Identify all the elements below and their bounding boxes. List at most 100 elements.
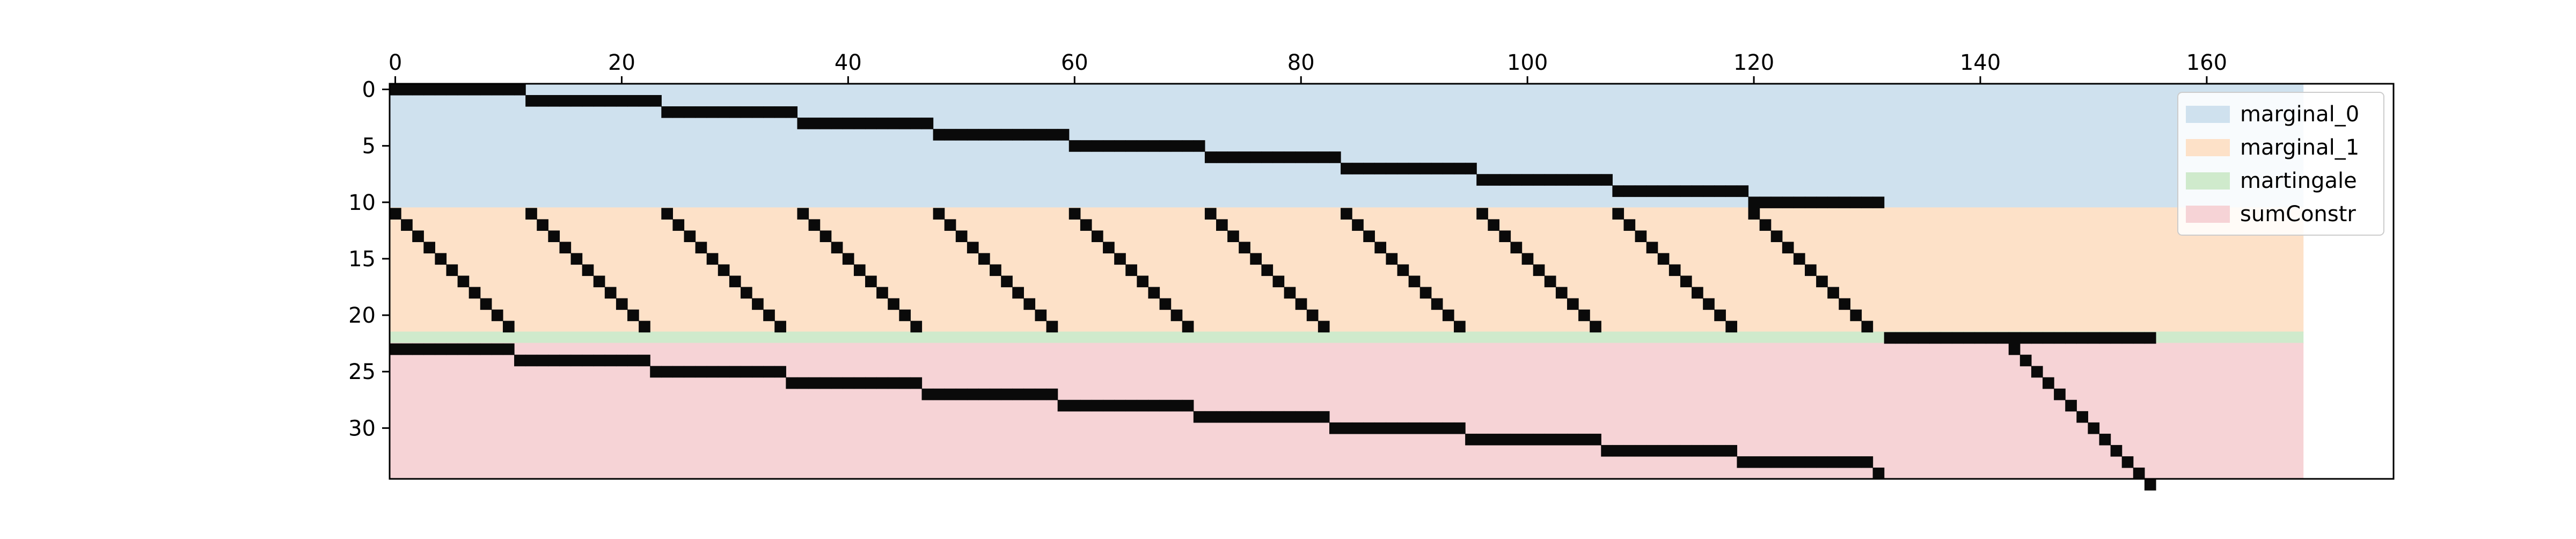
nonzero-cell [831, 377, 843, 389]
legend-swatch [2186, 206, 2230, 223]
nonzero-cell [1997, 332, 2009, 344]
nonzero-cell [684, 106, 696, 118]
nonzero-cell [1419, 422, 1432, 434]
nonzero-cell [435, 343, 447, 355]
nonzero-cell [1872, 467, 1885, 479]
nonzero-cell [537, 354, 548, 367]
nonzero-cell [1544, 433, 1556, 446]
nonzero-cell [446, 343, 458, 355]
nonzero-cell [1657, 185, 1670, 197]
nonzero-cell [559, 242, 572, 254]
nonzero-cell [559, 95, 572, 107]
nonzero-cell [990, 129, 1001, 141]
nonzero-cell [627, 309, 639, 322]
nonzero-cell [1918, 332, 1930, 344]
nonzero-cell [1091, 230, 1103, 242]
nonzero-cell [469, 84, 481, 96]
x-tick-label: 160 [2186, 50, 2227, 75]
nonzero-cell [435, 84, 447, 96]
nonzero-cell [1170, 309, 1183, 322]
nonzero-cell [1692, 185, 1703, 197]
nonzero-cell [1476, 208, 1488, 220]
nonzero-cell [1646, 185, 1658, 197]
nonzero-cell [752, 106, 764, 118]
nonzero-cell [1476, 433, 1488, 446]
nonzero-cell [2008, 343, 2021, 355]
nonzero-cell [604, 95, 617, 107]
nonzero-cell [1374, 242, 1387, 254]
nonzero-cell [1023, 388, 1036, 400]
nonzero-cell [718, 366, 730, 378]
nonzero-cell [491, 309, 503, 322]
y-tick-label: 25 [348, 360, 376, 384]
nonzero-cell [1114, 140, 1126, 152]
x-tick-label: 60 [1061, 50, 1088, 75]
nonzero-cell [401, 84, 413, 96]
legend-label: marginal_1 [2240, 135, 2359, 160]
nonzero-cell [457, 84, 470, 96]
nonzero-cell [1952, 332, 1964, 344]
x-tick-label: 0 [389, 50, 402, 75]
nonzero-cell [1431, 422, 1443, 434]
nonzero-cell [967, 129, 979, 141]
regions-layer [389, 83, 2304, 480]
nonzero-cell [1408, 163, 1421, 174]
nonzero-cell [1080, 219, 1092, 231]
y-tick-label: 15 [348, 247, 376, 272]
nonzero-cell [1182, 321, 1194, 333]
nonzero-cell [582, 264, 594, 276]
nonzero-cell [706, 106, 719, 118]
y-tick-label: 30 [348, 416, 376, 441]
nonzero-cell [1680, 185, 1692, 197]
nonzero-cell [627, 354, 639, 367]
nonzero-cell [525, 354, 537, 367]
nonzero-cell [1533, 433, 1545, 446]
nonzero-cell [502, 84, 515, 96]
nonzero-cell [1839, 196, 1850, 208]
nonzero-cell [797, 118, 809, 129]
nonzero-cell [944, 388, 956, 400]
legend-label: sumConstr [2240, 202, 2356, 227]
nonzero-cell [1159, 399, 1172, 412]
nonzero-cell [514, 84, 526, 96]
nonzero-cell [1125, 140, 1137, 152]
nonzero-cell [1001, 388, 1013, 400]
nonzero-cell [1284, 411, 1296, 423]
nonzero-cell [1284, 287, 1296, 299]
nonzero-cell [831, 242, 843, 254]
nonzero-cell [899, 118, 911, 129]
nonzero-cell [808, 118, 821, 129]
nonzero-cell [537, 95, 548, 107]
nonzero-cell [1748, 196, 1760, 208]
nonzero-cell [1341, 422, 1352, 434]
nonzero-cell [1623, 185, 1636, 197]
nonzero-cell [740, 366, 752, 378]
nonzero-cell [1748, 456, 1760, 468]
axes-layer: 0 20 40 60 80 100 120 140 160 0 5 10 15 20 25 30 [348, 50, 2395, 480]
nonzero-cell [1827, 456, 1839, 468]
nonzero-cell [695, 242, 707, 254]
nonzero-cell [786, 106, 798, 118]
nonzero-cell [1239, 242, 1250, 254]
nonzero-cell [548, 230, 560, 242]
nonzero-cell [2054, 332, 2066, 344]
nonzero-cell [1272, 151, 1285, 163]
nonzero-cell [2054, 388, 2066, 400]
legend-swatch [2186, 139, 2230, 156]
nonzero-cell [1035, 388, 1047, 400]
nonzero-cell [1578, 433, 1590, 446]
nonzero-cell [1419, 163, 1432, 174]
nonzero-cell [1329, 151, 1341, 163]
nonzero-cell [763, 106, 775, 118]
nonzero-cell [672, 366, 685, 378]
nonzero-cell [1216, 219, 1228, 231]
nonzero-cell [1555, 174, 1568, 186]
nonzero-cell [1374, 422, 1387, 434]
marks-layer [390, 84, 2156, 491]
nonzero-cell [2144, 332, 2156, 344]
nonzero-cell [2088, 332, 2100, 344]
nonzero-cell [480, 343, 492, 355]
nonzero-cell [1182, 399, 1194, 412]
nonzero-cell [853, 377, 866, 389]
nonzero-cell [1725, 185, 1738, 197]
